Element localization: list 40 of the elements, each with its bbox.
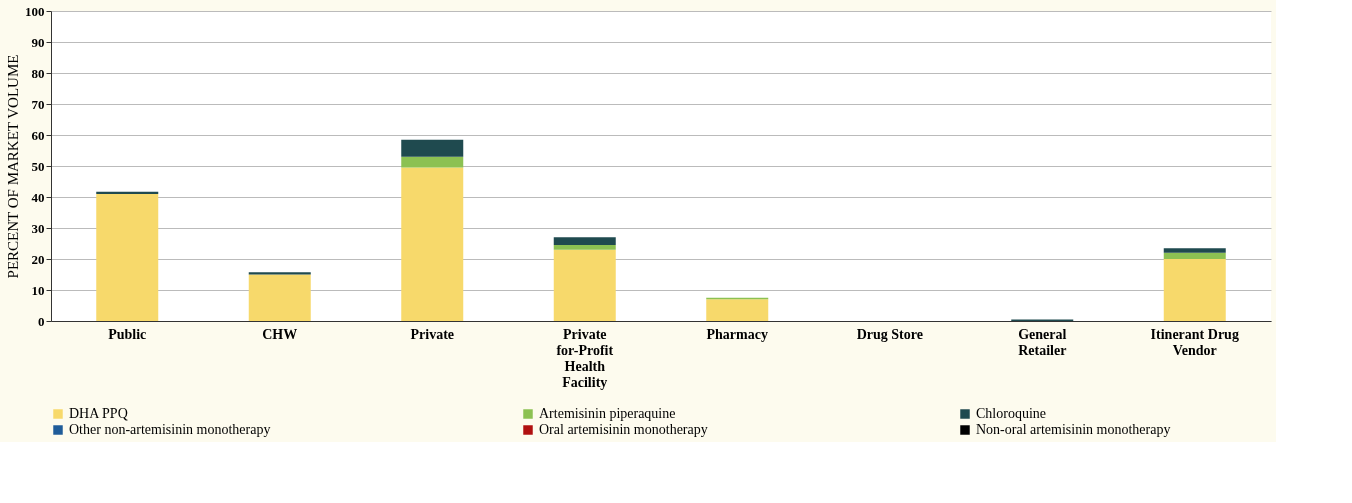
x-tick-label: General Retailer [1018, 326, 1067, 358]
legend-label: Other non-artemisinin monotherapy [69, 422, 271, 437]
y-tick-label: 40 [31, 189, 45, 205]
bar [248, 272, 311, 275]
y-tick-label: 100 [25, 3, 45, 19]
bar [401, 139, 464, 157]
x-tick-label: Public [108, 326, 147, 342]
y-tick-label: 30 [31, 220, 45, 236]
bar [553, 249, 616, 321]
legend-label: Oral artemisinin monotherapy [539, 422, 708, 437]
x-tick-label: Drug Store [856, 326, 923, 342]
legend-label: Chloroquine [976, 406, 1046, 421]
bar [96, 191, 159, 194]
bar [706, 299, 769, 321]
y-tick-label: 0 [38, 313, 45, 329]
bar [553, 245, 616, 250]
bar [96, 193, 159, 321]
y-tick-label: 20 [31, 251, 45, 267]
bar [248, 274, 311, 321]
y-tick-label: 10 [31, 282, 45, 298]
x-tick-label: Private for-Profit Health Facility [556, 326, 614, 390]
y-tick-label: 90 [31, 34, 45, 50]
x-tick-label: Itinerant Drug Vendor [1150, 326, 1239, 358]
bar [401, 156, 464, 168]
y-tick-label: 70 [31, 96, 45, 112]
legend-label: Artemisinin piperaquine [539, 406, 676, 421]
y-tick-label: 80 [31, 65, 45, 81]
y-tick-label: 50 [31, 158, 45, 174]
x-tick-label: Private [410, 326, 455, 342]
bar [401, 167, 464, 321]
bar [553, 237, 616, 246]
legend-label: DHA PPQ [69, 406, 128, 421]
legend-label: Non-oral artemisinin monotherapy [976, 422, 1171, 437]
bar [1163, 248, 1226, 253]
x-tick-label: CHW [262, 326, 298, 342]
y-axis-title: PERCENT OF MARKET VOLUME [5, 54, 21, 279]
x-tick-label: Pharmacy [706, 326, 768, 342]
bar [1163, 252, 1226, 259]
y-tick-label: 60 [31, 127, 45, 143]
bar [1163, 259, 1226, 321]
